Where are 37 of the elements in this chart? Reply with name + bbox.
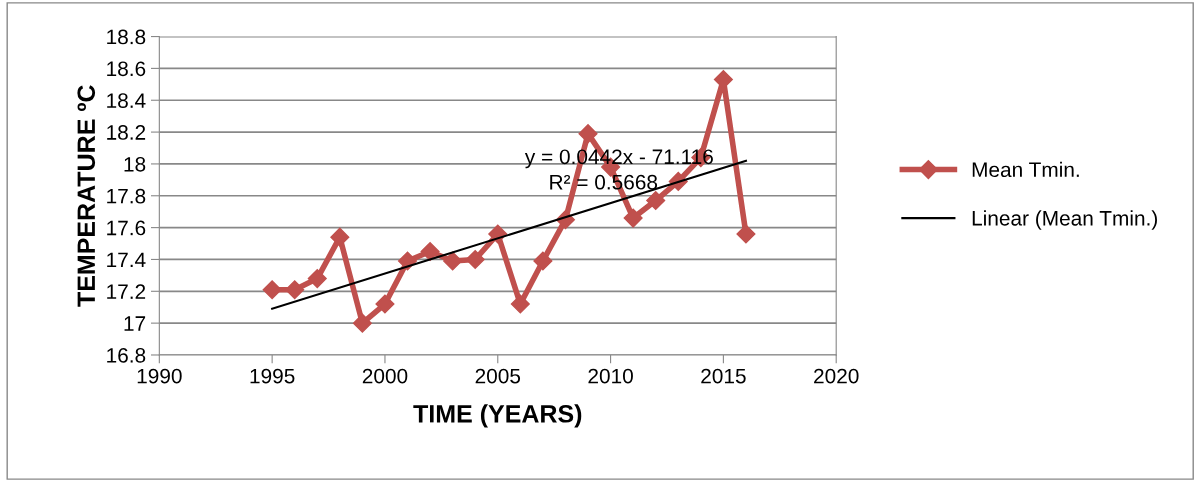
point [578,124,598,144]
point [736,224,756,244]
point [420,241,440,262]
point [375,294,395,314]
y-tick-label: 18.4 [107,93,146,108]
legend-label: Linear (Mean Tmin.) [972,210,1157,230]
y-tick-label: 16.8 [107,347,146,363]
y-tick-label: 17.8 [107,188,146,204]
point [533,251,553,271]
y-tick-label: 18.2 [107,125,146,140]
x-tick-label: 2005 [475,368,521,384]
y-tick-label: 17.2 [107,284,146,299]
point [352,313,372,333]
point [330,227,350,247]
x-tick-label: 1995 [250,368,295,384]
y-tick-label: 18 [124,156,146,172]
point [285,280,305,300]
point [510,294,530,314]
legend-label: Mean Tmin. [972,161,1079,178]
y-tick-label: 18.6 [107,61,146,77]
x-tick-label: 1990 [137,368,182,384]
point [307,269,327,289]
point [262,280,282,300]
y-axis-title: TEMPERATURE ºC [77,85,96,307]
point [623,208,643,228]
y-tick-label: 17 [124,316,146,331]
x-tick-label: 2000 [362,368,408,384]
y-tick-label: 17.4 [107,252,146,267]
point [465,249,485,269]
y-tick-label: 17.6 [107,220,146,236]
x-tick-label: 2010 [588,368,633,384]
point [443,251,463,271]
x-tick-label: 2015 [701,368,746,384]
x-tick-label: 2020 [814,368,859,384]
point [646,191,666,211]
y-tick-label: 18.8 [107,29,146,45]
x-axis-title: TIME (YEARS) [413,404,582,428]
